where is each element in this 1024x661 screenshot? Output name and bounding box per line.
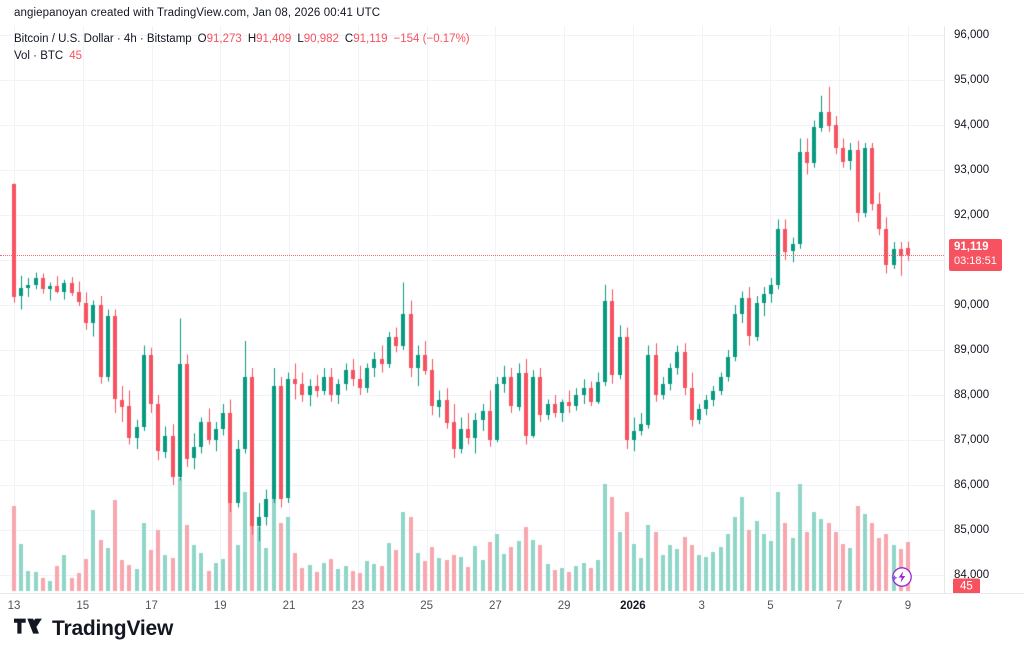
legend-symbol[interactable]: Bitcoin / U.S. Dollar · 4h · Bitstamp [14,33,192,45]
legend-low-value: 90,982 [303,33,339,45]
legend-volume-title[interactable]: Vol · BTC [14,50,64,62]
price-axis-tick: 94,000 [954,119,990,131]
tradingview-logo-icon [14,617,44,641]
chart-legend: Bitcoin / U.S. Dollar · 4h · Bitstamp O91… [14,32,470,64]
price-axis[interactable]: 96,000 95,000 94,000 93,000 92,000 90,000 89,0… [944,26,1024,596]
legend-change-value: −154 (−0.17%) [393,33,470,45]
legend-high-value: 91,409 [256,33,292,45]
date-axis[interactable]: 13 15 17 19 21 23 25 27 29 2026 3 5 7 9 [0,593,1024,619]
legend-volume-value: 45 [69,50,83,62]
date-axis-tick: 25 [420,600,434,612]
date-axis-tick: 17 [145,600,158,612]
price-axis-tick: 84,000 [954,569,990,581]
current-price-badge[interactable]: 91,119 03:18:51 [949,238,1002,271]
price-axis-tick: 88,000 [954,389,990,401]
lightning-bolt-icon[interactable] [889,565,913,589]
price-axis-tick: 87,000 [954,434,990,446]
attribution-text: angiepanoyan created with TradingView.co… [14,7,381,19]
legend-open-value: 91,273 [206,33,242,45]
date-axis-tick: 13 [7,600,21,612]
legend-open-label: O [197,33,207,45]
current-price-line [0,255,944,256]
price-axis-tick: 86,000 [954,479,990,491]
legend-close-label: C [344,33,354,45]
price-axis-tick: 89,000 [954,344,990,356]
legend-close-value: 91,119 [353,33,388,45]
price-axis-tick: 95,000 [954,74,990,86]
date-axis-tick: 15 [76,600,90,612]
date-axis-tick: 29 [557,600,571,612]
date-axis-tick: 27 [488,600,502,612]
price-axis-tick: 93,000 [954,164,990,176]
date-axis-tick: 3 [698,600,705,612]
volume-badge[interactable]: 45 [953,578,980,596]
date-axis-tick: 23 [351,600,365,612]
price-axis-tick: 90,000 [954,299,990,311]
bar-countdown: 03:18:51 [954,254,997,267]
chart-frame: Bitcoin / U.S. Dollar · 4h · Bitstamp O91… [0,26,1024,619]
legend-low-label: L [297,33,304,45]
tradingview-wordmark: TradingView [52,617,174,640]
date-axis-tick: 9 [904,600,912,612]
date-axis-tick: 5 [767,600,774,612]
current-price-value: 91,119 [954,240,989,253]
chart-plot-area[interactable] [0,26,944,593]
date-axis-tick: 2026 [620,600,646,612]
date-axis-tick: 21 [282,600,296,612]
price-axis-tick: 92,000 [954,209,990,221]
tradingview-footer: TradingView [14,614,173,644]
price-axis-tick: 96,000 [954,29,990,41]
price-axis-tick: 85,000 [954,524,990,536]
candlestick-series-canvas[interactable] [0,26,944,593]
date-axis-tick: 19 [213,600,227,612]
legend-high-label: H [247,33,257,45]
date-axis-tick: 7 [836,600,843,612]
